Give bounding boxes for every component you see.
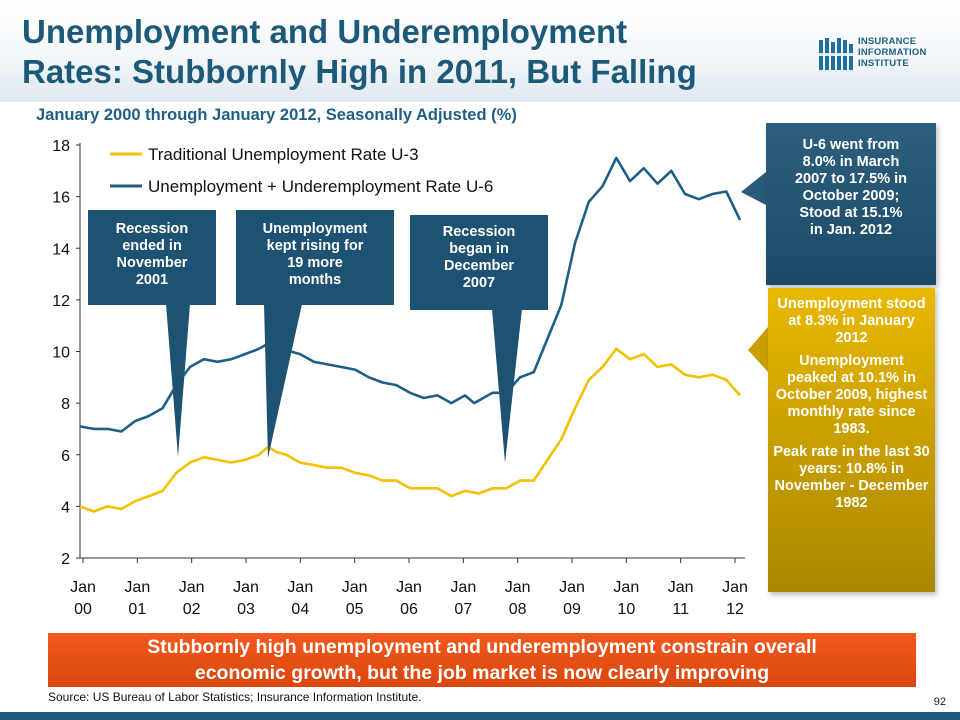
callout-paragraph: Unemployment stood at 8.3% in January 20… <box>777 296 926 346</box>
callout-text: 8.0% in March <box>802 154 900 170</box>
callout-text: 2007 <box>462 275 496 291</box>
x-tick-label: Jan <box>233 579 259 596</box>
title-line-1: Unemployment and Underemployment <box>22 13 628 50</box>
callout-text: November <box>116 255 188 271</box>
logo-text-line: INSTITUTE <box>858 58 909 69</box>
banner-line: Stubbornly high unemployment and underem… <box>147 636 817 658</box>
y-tick-label: 2 <box>61 551 70 568</box>
iii-logo-mark-icon <box>818 38 856 70</box>
callout-text: in Jan. 2012 <box>809 222 893 238</box>
x-tick-label: 05 <box>346 601 364 618</box>
title-line-2: Rates: Stubbornly High in 2011, But Fall… <box>22 53 697 90</box>
x-tick-label: Jan <box>559 579 585 596</box>
x-tick-label: 06 <box>400 601 418 618</box>
callout-u3-note: Unemployment stood at 8.3% in January 20… <box>768 288 935 592</box>
y-tick-label: 16 <box>52 190 70 207</box>
callout-text: months <box>288 272 342 288</box>
x-tick-label: 03 <box>237 601 255 618</box>
x-tick-label: 09 <box>563 601 581 618</box>
banner-line: economic growth, but the job market is n… <box>194 662 770 684</box>
callout-text: Stood at 15.1% <box>799 205 903 221</box>
x-tick-label: Jan <box>342 579 368 596</box>
x-tick-label: Jan <box>124 579 150 596</box>
callout-paragraph: Unemployment peaked at 10.1% in October … <box>775 353 928 437</box>
pointer-u3-note <box>748 327 768 372</box>
y-tick-label: 18 <box>52 138 70 155</box>
callout-text: December <box>443 258 515 274</box>
x-tick-label: 00 <box>74 601 92 618</box>
legend-label-u6: Unemployment + Underemployment Rate U-6 <box>148 177 493 196</box>
logo-text: INSURANCE INFORMATION INSTITUTE <box>858 36 927 69</box>
callout-paragraph: Peak rate in the last 30 years: 10.8% in… <box>773 444 930 511</box>
y-tick-label: 10 <box>52 345 70 362</box>
callout-text: 19 more <box>287 255 343 271</box>
footer-bar <box>0 712 960 720</box>
x-tick-label: 11 <box>672 601 689 618</box>
x-tick-label: Jan <box>505 579 531 596</box>
x-tick-label: Jan <box>287 579 313 596</box>
source-note: Source: US Bureau of Labor Statistics; I… <box>48 690 422 704</box>
series-line-u3 <box>79 347 741 513</box>
y-tick-label: 12 <box>52 293 70 310</box>
callout-text: began in <box>449 241 509 257</box>
x-tick-label: 01 <box>128 601 146 618</box>
series-line-u6 <box>79 156 742 433</box>
callout-text: Recession <box>442 224 516 240</box>
x-tick-label: 12 <box>726 601 744 618</box>
x-tick-label: Jan <box>668 579 694 596</box>
x-tick-label: 07 <box>454 601 472 618</box>
x-tick-label: 04 <box>291 601 309 618</box>
x-tick-label: Jan <box>70 579 96 596</box>
callout-text: Recession <box>115 221 189 237</box>
x-tick-label: Jan <box>396 579 422 596</box>
y-tick-label: 4 <box>61 499 70 516</box>
callout-text: ended in <box>122 238 182 254</box>
x-tick-label: Jan <box>722 579 748 596</box>
callout-text: 2001 <box>135 272 169 288</box>
x-tick-label: Jan <box>179 579 205 596</box>
callout-u6-note: U-6 went from 8.0% in March 2007 to 17.5… <box>766 123 936 285</box>
callout-text: October 2009; <box>802 188 900 204</box>
pointer-u6-note <box>741 172 766 205</box>
y-tick-label: 8 <box>61 396 70 413</box>
callout-recession-2007: Recession began in December 2007 <box>410 215 548 310</box>
x-tick-label: Jan <box>613 579 639 596</box>
callout-recession-2001: Recession ended in November 2001 <box>88 210 216 305</box>
callout-text: kept rising for <box>266 238 364 254</box>
callout-text: U-6 went from <box>802 137 900 153</box>
x-tick-label: 02 <box>183 601 201 618</box>
x-tick-label: Jan <box>450 579 476 596</box>
page-title: Unemployment and Underemployment Rates: … <box>22 12 812 92</box>
pointer-recession-2001 <box>166 304 190 457</box>
takeaway-banner: Stubbornly high unemployment and underem… <box>48 633 916 687</box>
header-band <box>0 0 960 102</box>
chart-subtitle: January 2000 through January 2012, Seaso… <box>36 106 517 124</box>
callout-unemployment-rising: Unemployment kept rising for 19 more mon… <box>236 210 394 305</box>
y-tick-label: 14 <box>52 241 70 258</box>
x-tick-label: 10 <box>617 601 635 618</box>
iii-logo: INSURANCE INFORMATION INSTITUTE <box>818 36 958 74</box>
page-number: 92 <box>933 696 946 708</box>
y-tick-label: 6 <box>61 448 70 465</box>
callout-text: 2007 to 17.5% in <box>794 171 908 187</box>
x-tick-label: 08 <box>509 601 527 618</box>
pointer-recession-2007 <box>492 309 522 463</box>
logo-text-line: INSURANCE <box>858 36 917 47</box>
pointer-unemployment-rising <box>264 304 302 458</box>
callout-text: Unemployment <box>262 221 368 237</box>
legend-label-u3: Traditional Unemployment Rate U-3 <box>148 145 419 164</box>
logo-text-line: INFORMATION <box>858 47 927 58</box>
